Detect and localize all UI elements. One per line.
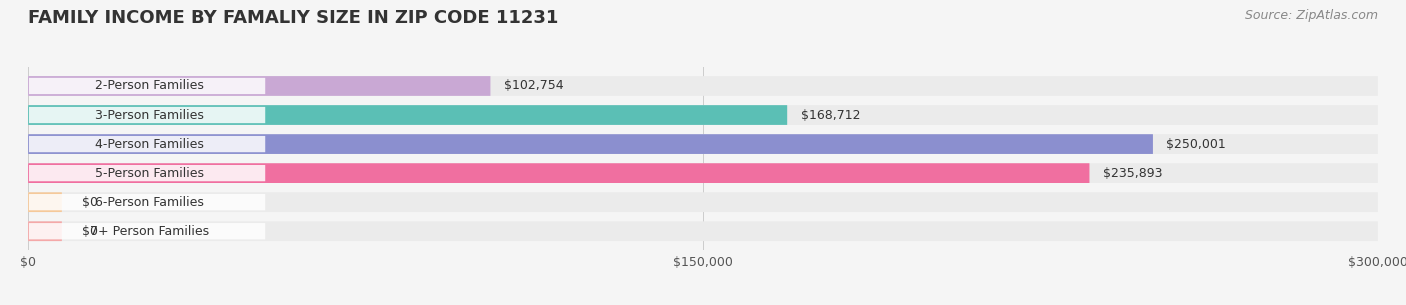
FancyBboxPatch shape <box>28 163 1378 183</box>
Text: $168,712: $168,712 <box>800 109 860 121</box>
FancyBboxPatch shape <box>30 194 266 210</box>
Text: $250,001: $250,001 <box>1167 138 1226 151</box>
Text: 4-Person Families: 4-Person Families <box>96 138 204 151</box>
FancyBboxPatch shape <box>28 76 1378 96</box>
FancyBboxPatch shape <box>28 134 1153 154</box>
FancyBboxPatch shape <box>28 221 1378 241</box>
FancyBboxPatch shape <box>28 192 62 212</box>
FancyBboxPatch shape <box>30 136 266 152</box>
FancyBboxPatch shape <box>28 105 1378 125</box>
Text: 5-Person Families: 5-Person Families <box>96 167 204 180</box>
Text: $0: $0 <box>82 196 98 209</box>
FancyBboxPatch shape <box>28 163 1090 183</box>
FancyBboxPatch shape <box>30 165 266 181</box>
Text: 2-Person Families: 2-Person Families <box>96 80 204 92</box>
Text: FAMILY INCOME BY FAMALIY SIZE IN ZIP CODE 11231: FAMILY INCOME BY FAMALIY SIZE IN ZIP COD… <box>28 9 558 27</box>
Text: Source: ZipAtlas.com: Source: ZipAtlas.com <box>1244 9 1378 22</box>
Text: $102,754: $102,754 <box>503 80 564 92</box>
FancyBboxPatch shape <box>30 107 266 123</box>
Text: $235,893: $235,893 <box>1102 167 1163 180</box>
Text: 3-Person Families: 3-Person Families <box>96 109 204 121</box>
FancyBboxPatch shape <box>30 223 266 239</box>
FancyBboxPatch shape <box>30 78 266 94</box>
FancyBboxPatch shape <box>28 134 1378 154</box>
Text: $0: $0 <box>82 225 98 238</box>
Text: 7+ Person Families: 7+ Person Families <box>90 225 209 238</box>
FancyBboxPatch shape <box>28 105 787 125</box>
FancyBboxPatch shape <box>28 221 62 241</box>
Text: 6-Person Families: 6-Person Families <box>96 196 204 209</box>
FancyBboxPatch shape <box>28 76 491 96</box>
FancyBboxPatch shape <box>28 192 1378 212</box>
